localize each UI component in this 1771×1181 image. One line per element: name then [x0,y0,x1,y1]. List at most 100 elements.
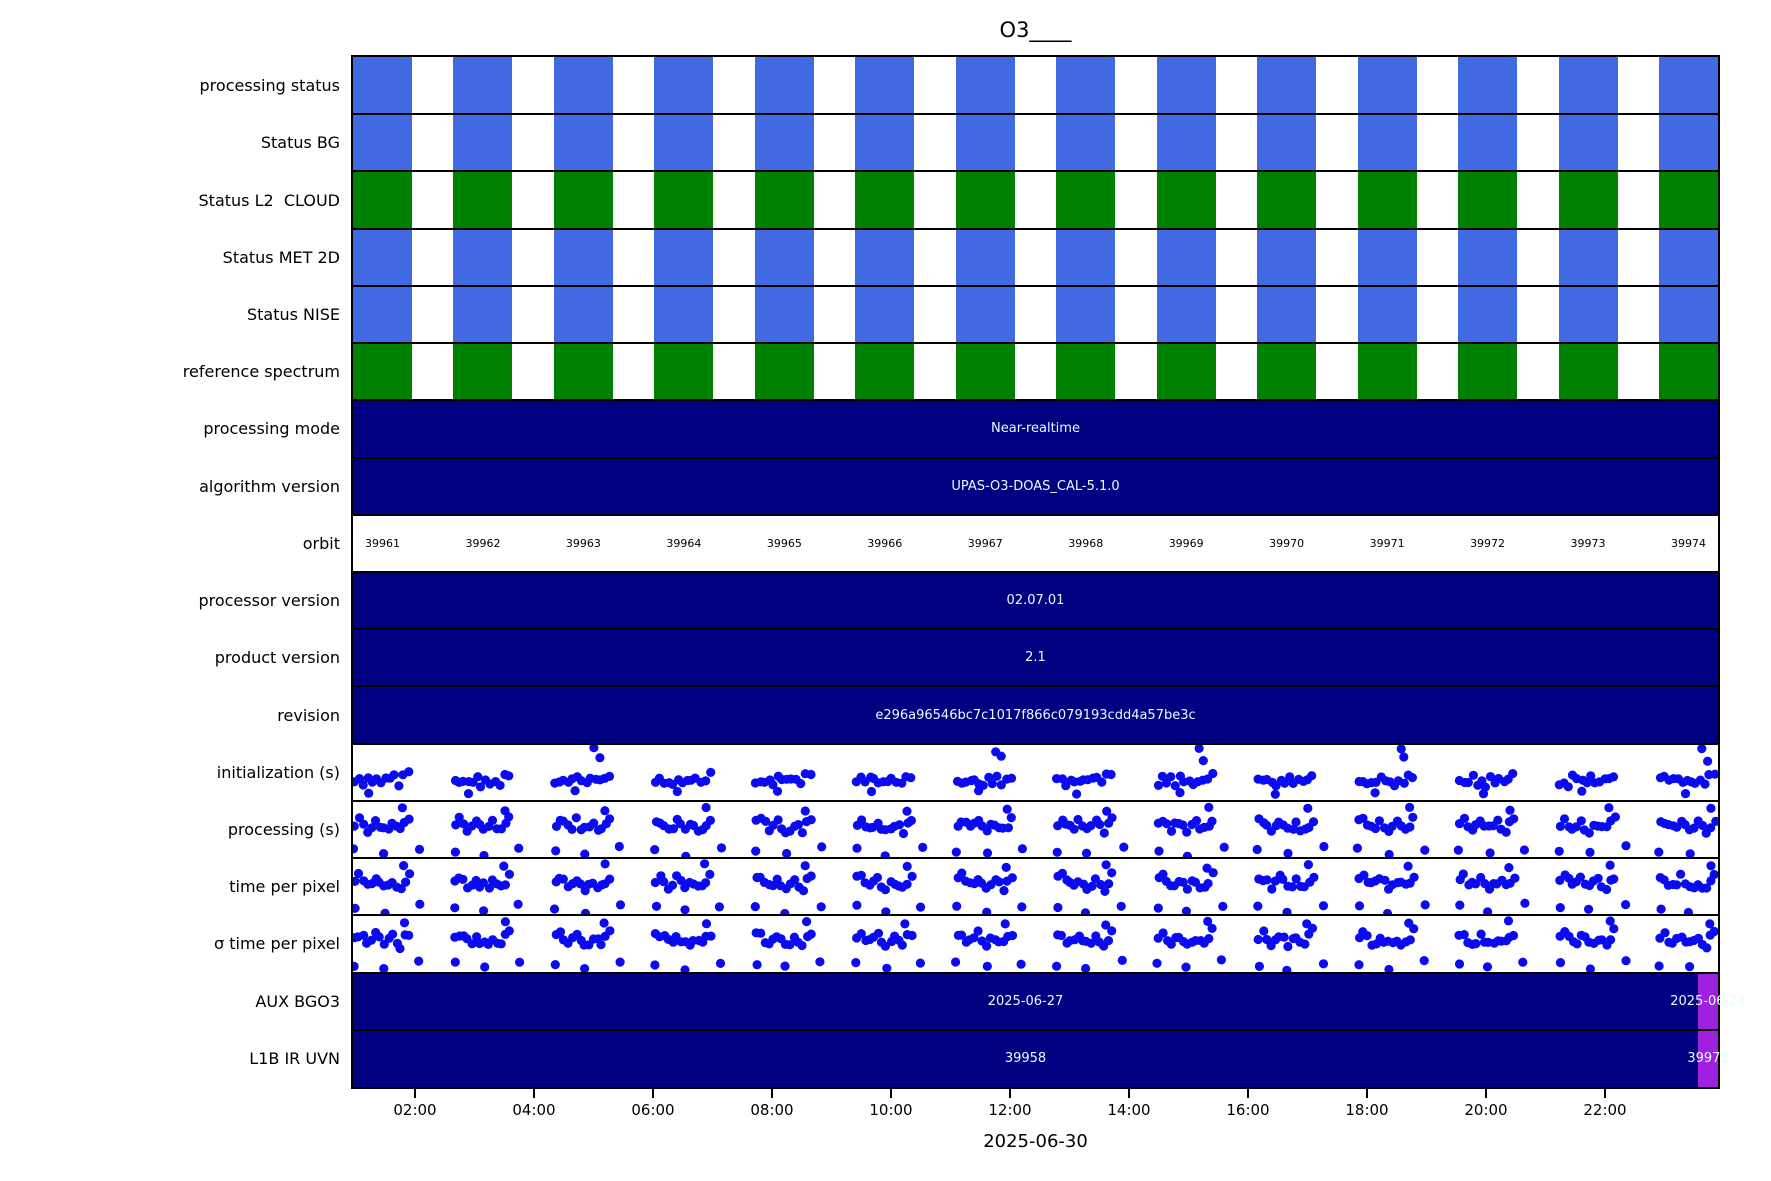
x-tick-mark [414,1089,416,1098]
row-divider [353,399,1718,402]
value-bar-text: Near-realtime [991,421,1080,437]
status-segment [955,171,1015,229]
status-segment [1056,171,1116,229]
status-segment [1458,228,1518,286]
row-scatter [353,801,1718,859]
value-bar-text: 2.1 [1025,650,1046,666]
status-segment [855,228,915,286]
status-segment [1257,343,1317,401]
row-checker [353,171,1718,229]
x-axis-date-label: 2025-06-30 [983,1131,1088,1152]
row-label: algorithm version [199,476,340,496]
status-segment [955,285,1015,344]
status-segment [1659,57,1718,115]
row-divider [353,685,1718,688]
status-segment [553,285,613,344]
row-label: reference spectrum [182,362,340,382]
status-segment [1056,228,1116,286]
scatter-points [353,916,1718,973]
x-tick-mark [1009,1089,1011,1098]
x-tick-label: 12:00 [988,1101,1032,1119]
chart-title: O3____ [999,18,1072,42]
status-segment [453,343,513,401]
status-segment [855,285,915,344]
status-segment [1357,114,1417,172]
status-segment [855,114,915,172]
status-segment [453,171,513,229]
row-bar: Near-realtime [353,400,1718,458]
status-segment [1156,114,1216,172]
status-segment [754,171,814,229]
status-segment [453,57,513,115]
row-divider [353,513,1718,516]
status-segment [1558,228,1618,286]
row-split: 2025-06-27 2025-06-28 [353,972,1746,1030]
status-segment [855,57,915,115]
row-label: processing (s) [227,819,340,839]
status-segment [1357,228,1417,286]
row-orbit: 39961 39962 39963 39964 39965 39966 39967 39968… [353,515,1718,572]
status-segment [553,171,613,229]
row-checker [353,114,1718,172]
orbit-number: 39961 [365,536,400,550]
row-bar: 02.07.01 [353,572,1718,630]
status-segment [754,285,814,344]
row-divider [353,170,1718,173]
status-segment [1357,343,1417,401]
status-segment [955,343,1015,401]
row-checker [353,285,1718,344]
x-tick-label: 04:00 [512,1101,556,1119]
row-divider [353,857,1718,860]
status-segment [1056,343,1116,401]
row-label: time per pixel [229,877,340,897]
row-label: σ time per pixel [214,934,340,954]
status-segment [1558,114,1618,172]
orbit-number: 39972 [1470,536,1506,550]
value-bar [353,686,1718,744]
status-segment [1056,114,1116,172]
x-tick-label: 08:00 [750,1101,794,1119]
row-scatter [353,915,1718,973]
status-segment [1659,343,1718,401]
row-divider [353,971,1718,974]
status-segment [754,57,814,115]
scatter-points [353,743,1718,799]
status-segment [1558,285,1618,344]
status-segment [1056,57,1116,115]
highlight-segment [1698,972,1718,1030]
status-segment [1156,57,1216,115]
status-segment [353,171,412,229]
status-segment [553,343,613,401]
row-label: initialization (s) [216,762,340,782]
value-bar [353,457,1718,515]
value-bar [353,572,1718,630]
status-segment [1357,285,1417,344]
status-segment [1056,285,1116,344]
x-tick-label: 02:00 [393,1101,437,1119]
row-label: orbit [302,533,340,553]
row-bar: 2.1 [353,629,1718,687]
status-segment [453,285,513,344]
status-segment [1257,228,1317,286]
status-segment [353,57,412,115]
row-label: Status MET 2D [222,247,340,267]
row-divider [353,456,1718,459]
status-segment [1558,57,1618,115]
row-divider [353,571,1718,573]
x-tick-mark [1128,1089,1130,1098]
orbit-number: 39962 [465,536,501,550]
row-label: Status BG [260,133,340,153]
status-segment [955,228,1015,286]
row-divider [353,113,1718,116]
x-tick-mark [1604,1089,1606,1098]
row-divider [353,628,1718,631]
status-segment [654,228,714,286]
x-tick-label: 14:00 [1107,1101,1151,1119]
status-segment [353,285,412,344]
status-segment [654,57,714,115]
x-tick-mark [533,1089,535,1098]
x-tick-mark [1247,1089,1249,1098]
status-segment [553,114,613,172]
row-label: Status L2 CLOUD [198,190,340,210]
